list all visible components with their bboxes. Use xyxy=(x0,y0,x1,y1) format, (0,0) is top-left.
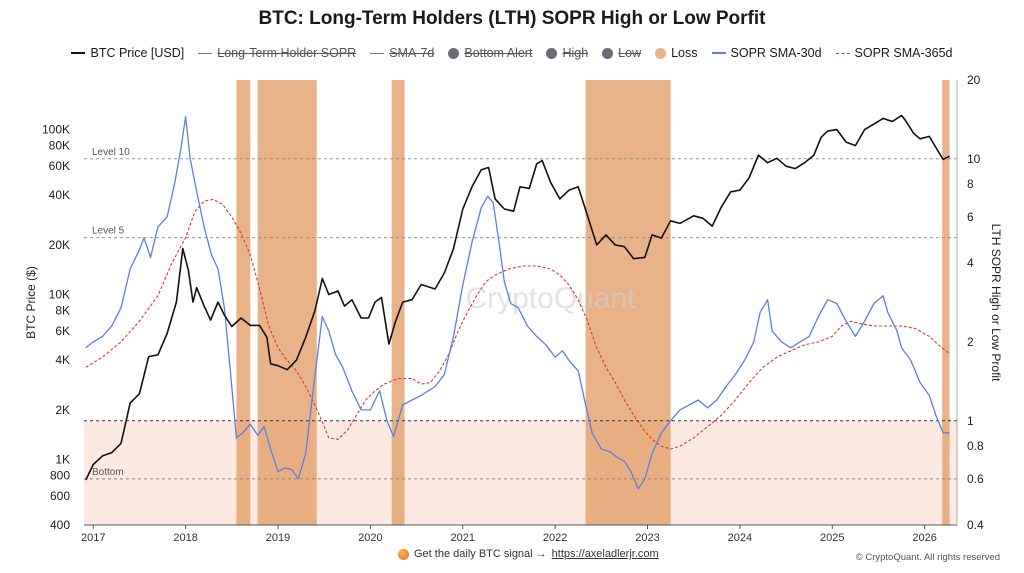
legend-label: Loss xyxy=(671,46,698,60)
x-tick-label: 2020 xyxy=(358,532,382,544)
series-sopr-sma-30d xyxy=(85,115,950,490)
signal-promo: Get the daily BTC signal → https://axela… xyxy=(398,548,659,560)
legend-swatch-icon xyxy=(198,52,213,54)
legend-swatch-icon xyxy=(448,47,460,59)
x-tick-label: 2019 xyxy=(266,532,290,544)
left-tick-label: 4K xyxy=(55,353,70,367)
loss-period xyxy=(585,80,671,525)
left-tick-label: 1K xyxy=(55,452,70,466)
x-tick-label: 2024 xyxy=(728,532,752,544)
loss-period xyxy=(942,80,950,525)
right-tick-label: 0.6 xyxy=(967,472,984,486)
series-sopr-sma-365d xyxy=(85,198,950,450)
legend-item-sopr-sma-365d[interactable]: SOPR SMA-365d xyxy=(835,46,953,60)
loss-period xyxy=(391,80,405,525)
right-tick-label: 10 xyxy=(967,152,981,166)
reference-label: Level 10 xyxy=(92,147,130,158)
legend-label: Low xyxy=(618,46,642,60)
left-tick-label: 600 xyxy=(50,489,70,503)
x-tick-label: 2026 xyxy=(912,532,936,544)
reference-label: Level 5 xyxy=(92,226,125,237)
series-btc-price-usd xyxy=(85,114,950,481)
left-axis-title: BTC Price ($) xyxy=(24,266,38,339)
legend-swatch-icon xyxy=(370,52,385,54)
legend-swatch-icon xyxy=(71,52,86,54)
right-tick-label: 0.4 xyxy=(967,518,984,532)
loss-period xyxy=(257,80,317,525)
left-tick-label: 100K xyxy=(42,123,70,137)
x-tick-label: 2025 xyxy=(820,532,844,544)
watermark: CryptoQuant xyxy=(465,282,636,315)
right-tick-label: 8 xyxy=(967,177,974,191)
x-tick-label: 2022 xyxy=(543,532,567,544)
legend-swatch-icon xyxy=(711,52,726,54)
bottom-zone xyxy=(84,420,957,525)
x-tick-label: 2018 xyxy=(173,532,197,544)
legend-item-loss[interactable]: Loss xyxy=(655,46,698,60)
left-tick-label: 400 xyxy=(50,518,70,532)
legend-label: SOPR SMA-30d xyxy=(730,46,822,60)
legend-item-sopr-sma-30d[interactable]: SOPR SMA-30d xyxy=(711,46,822,60)
signal-link[interactable]: https://axeladlerjr.com xyxy=(551,548,659,560)
reference-label: Bottom xyxy=(92,467,124,478)
loss-period xyxy=(236,80,251,525)
right-tick-label: 0.8 xyxy=(967,439,984,453)
legend-swatch-icon xyxy=(835,52,850,54)
signal-coin-icon xyxy=(398,548,409,560)
left-tick-label: 2K xyxy=(55,403,70,417)
legend-item-bottom-alert[interactable]: Bottom Alert xyxy=(448,46,532,60)
legend-item-btc-price-usd[interactable]: BTC Price [USD] xyxy=(71,46,184,60)
right-tick-label: 2 xyxy=(967,335,974,349)
left-tick-label: 20K xyxy=(49,238,70,252)
legend-label: SMA-7d xyxy=(389,46,435,60)
legend: BTC Price [USD] Long-Term Holder SOPR SMA-… xyxy=(0,46,1024,60)
legend-item-low[interactable]: Low xyxy=(602,46,641,60)
legend-label: SOPR SMA-365d xyxy=(854,46,953,60)
left-tick-label: 800 xyxy=(50,468,70,482)
legend-item-sma-7d[interactable]: SMA-7d xyxy=(370,46,434,60)
legend-swatch-icon xyxy=(602,47,614,59)
left-tick-label: 10K xyxy=(49,288,70,302)
left-tick-label: 40K xyxy=(49,188,70,202)
legend-label: Long-Term Holder SOPR xyxy=(217,46,357,60)
left-tick-label: 60K xyxy=(49,159,70,173)
right-tick-label: 1 xyxy=(967,414,974,428)
signal-text: Get the daily BTC signal → xyxy=(414,548,547,560)
right-tick-label: 4 xyxy=(967,256,974,270)
legend-item-long-term-holder-sopr[interactable]: Long-Term Holder SOPR xyxy=(198,46,356,60)
x-tick-label: 2021 xyxy=(451,532,475,544)
x-tick-label: 2017 xyxy=(81,532,105,544)
legend-label: High xyxy=(562,46,589,60)
left-tick-label: 8K xyxy=(55,303,70,317)
right-tick-label: 20 xyxy=(967,73,981,87)
legend-swatch-icon xyxy=(546,47,558,59)
right-axis-title: LTH SOPR High or Low Profit xyxy=(989,224,1003,382)
legend-swatch-icon xyxy=(655,47,667,59)
left-tick-label: 80K xyxy=(49,139,70,153)
copyright: © CryptoQuant. All rights reserved xyxy=(855,552,1000,563)
legend-item-high[interactable]: High xyxy=(546,46,588,60)
left-tick-label: 6K xyxy=(55,324,70,338)
legend-label: BTC Price [USD] xyxy=(90,46,185,60)
x-tick-label: 2023 xyxy=(635,532,659,544)
legend-label: Bottom Alert xyxy=(464,46,533,60)
chart-title: BTC: Long-Term Holders (LTH) SOPR High o… xyxy=(258,8,766,29)
right-tick-label: 6 xyxy=(967,210,974,224)
